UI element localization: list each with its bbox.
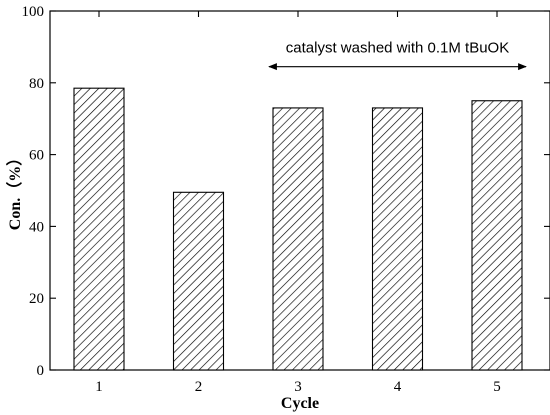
bar-cycle-1 [73,87,125,371]
y-tick-label: 40 [29,219,44,235]
x-axis-title: Cycle [281,395,319,412]
x-tick-label: 2 [195,379,203,395]
bar-cycle-4 [371,107,424,371]
x-tick-label: 5 [493,379,501,395]
y-tick-label: 0 [37,363,45,379]
x-tick-label: 1 [95,379,103,395]
y-tick-label: 80 [29,76,44,92]
y-axis-title: Con.（%） [6,150,24,230]
annotation-text: catalyst washed with 0.1M tBuOK [286,39,509,56]
y-axis: 0 20 40 60 80 100 [22,4,550,379]
annotation: catalyst washed with 0.1M tBuOK [268,39,527,71]
y-tick-label: 100 [22,4,45,20]
y-tick-label: 60 [29,148,44,164]
bar-cycle-2 [172,191,225,371]
bar-series [73,87,523,371]
x-tick-label: 4 [394,379,402,395]
bar-cycle-3 [272,107,324,371]
bar-cycle-5 [471,100,523,371]
x-tick-label: 3 [294,379,302,395]
y-tick-label: 20 [29,291,44,307]
